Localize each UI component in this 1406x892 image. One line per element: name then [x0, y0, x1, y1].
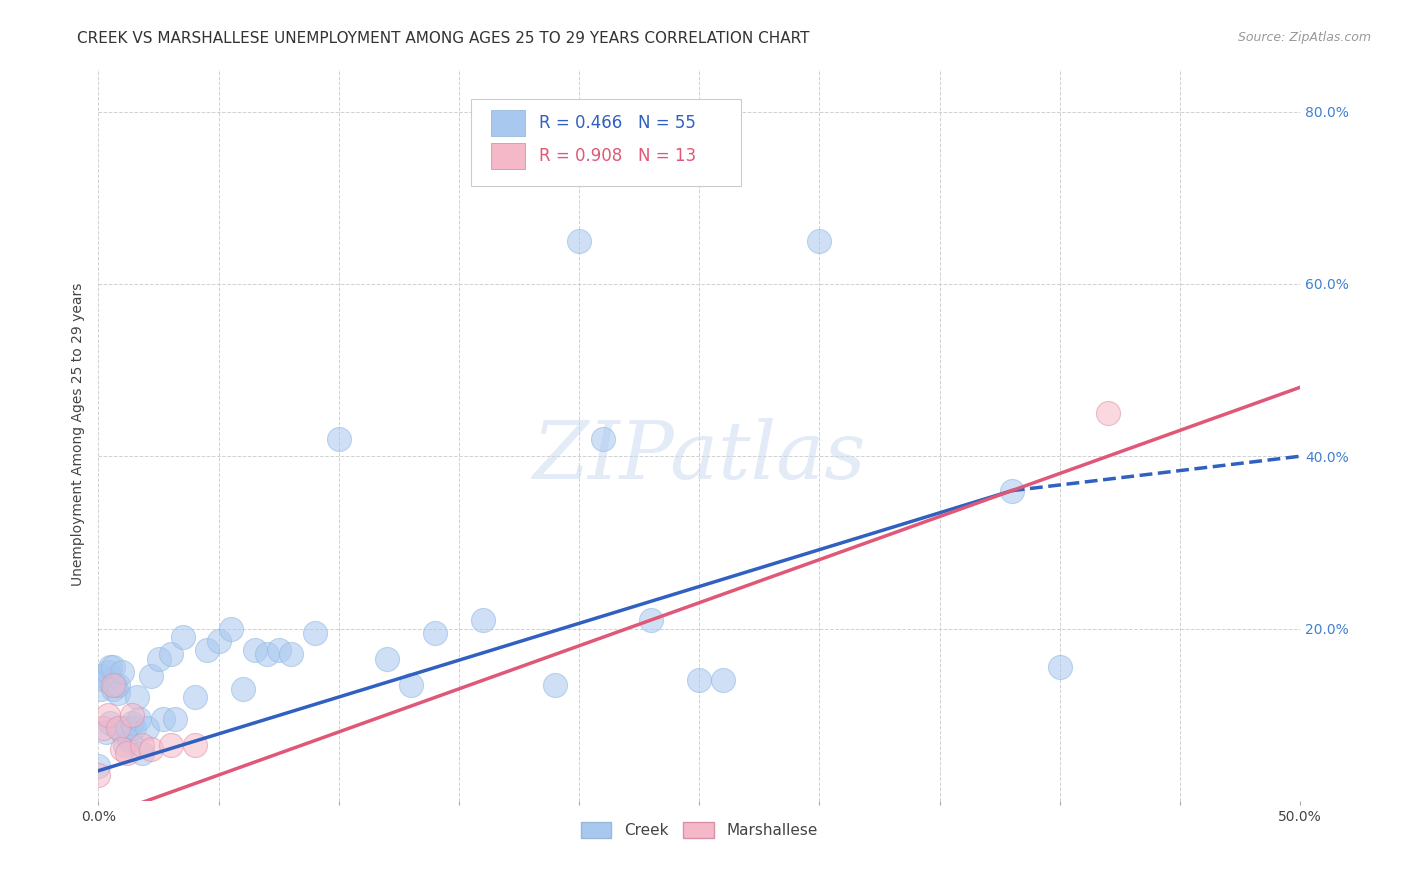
Point: [100, 660, 122, 674]
Point: [159, 738, 181, 752]
Point: [114, 738, 136, 752]
Point: [135, 721, 157, 735]
Point: [107, 721, 129, 735]
Point: [1049, 660, 1071, 674]
Point: [375, 651, 398, 665]
Point: [399, 677, 422, 691]
Point: [101, 681, 124, 696]
Point: [267, 643, 290, 657]
Point: [183, 738, 205, 752]
Point: [304, 625, 326, 640]
Point: [107, 686, 129, 700]
Point: [183, 690, 205, 705]
Point: [117, 747, 139, 761]
Point: [592, 432, 614, 446]
Point: [472, 613, 495, 627]
Point: [808, 234, 831, 248]
Point: [90, 681, 112, 696]
Point: [94, 673, 117, 688]
Point: [159, 648, 181, 662]
Point: [280, 648, 302, 662]
Point: [111, 742, 134, 756]
Point: [107, 677, 129, 691]
Point: [128, 712, 150, 726]
Point: [219, 622, 242, 636]
Text: CREEK VS MARSHALLESE UNEMPLOYMENT AMONG AGES 25 TO 29 YEARS CORRELATION CHART: CREEK VS MARSHALLESE UNEMPLOYMENT AMONG …: [77, 31, 810, 46]
Point: [124, 721, 146, 735]
Point: [328, 432, 350, 446]
Bar: [491, 144, 524, 169]
Text: ZIPatlas: ZIPatlas: [533, 418, 866, 495]
Point: [87, 768, 110, 782]
Y-axis label: Unemployment Among Ages 25 to 29 years: Unemployment Among Ages 25 to 29 years: [72, 283, 86, 586]
Point: [232, 681, 254, 696]
Point: [544, 677, 567, 691]
Point: [195, 643, 218, 657]
Point: [1097, 406, 1119, 420]
Point: [101, 660, 124, 674]
Point: [108, 721, 131, 735]
Point: [91, 721, 114, 735]
Legend: Creek, Marshallese: Creek, Marshallese: [575, 816, 824, 845]
Point: [104, 677, 127, 691]
Text: Source: ZipAtlas.com: Source: ZipAtlas.com: [1237, 31, 1371, 45]
Point: [640, 613, 662, 627]
Point: [117, 721, 139, 735]
Point: [423, 625, 446, 640]
Point: [97, 707, 120, 722]
Point: [121, 716, 143, 731]
Point: [91, 669, 114, 683]
Point: [148, 651, 170, 665]
Point: [711, 673, 734, 688]
Point: [688, 673, 710, 688]
Point: [1001, 483, 1024, 498]
Point: [87, 759, 110, 773]
Point: [111, 725, 134, 739]
Point: [165, 712, 187, 726]
Point: [131, 738, 153, 752]
Point: [97, 665, 120, 679]
Text: R = 0.908   N = 13: R = 0.908 N = 13: [540, 147, 696, 165]
Point: [131, 747, 153, 761]
Point: [94, 725, 117, 739]
FancyBboxPatch shape: [471, 99, 741, 186]
Point: [101, 677, 124, 691]
Point: [125, 690, 148, 705]
Point: [141, 742, 163, 756]
Point: [207, 634, 229, 648]
Point: [141, 669, 163, 683]
Point: [172, 630, 194, 644]
Text: R = 0.466   N = 55: R = 0.466 N = 55: [540, 114, 696, 132]
Bar: [491, 111, 524, 136]
Point: [152, 712, 174, 726]
Point: [100, 716, 122, 731]
Point: [256, 648, 278, 662]
Point: [568, 234, 591, 248]
Point: [118, 733, 141, 747]
Point: [243, 643, 266, 657]
Point: [121, 707, 143, 722]
Point: [111, 665, 134, 679]
